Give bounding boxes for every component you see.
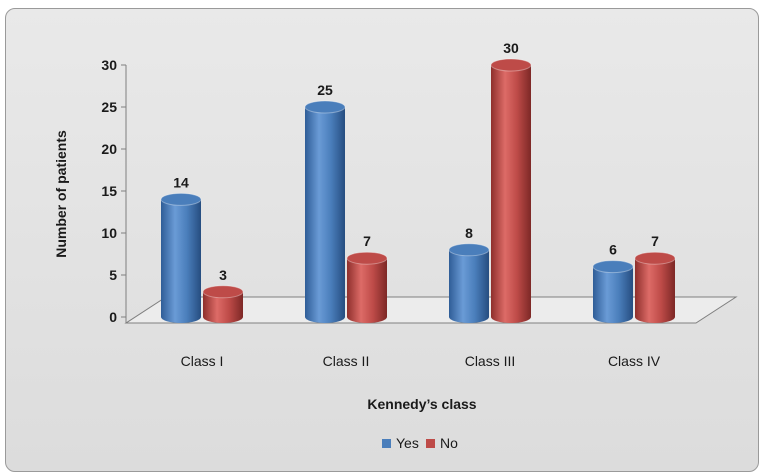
bars-group: 14 3 25 7 8 30 6 7 [160, 40, 676, 323]
bar-top [202, 285, 244, 299]
legend-swatch-yes [382, 439, 391, 448]
bar [346, 251, 388, 323]
bar [634, 251, 676, 323]
legend-label-yes: Yes [396, 435, 419, 451]
bar [202, 285, 244, 323]
legend-label-no: No [440, 435, 458, 451]
legend: Yes No [382, 435, 458, 451]
y-tick-label: 5 [109, 267, 117, 283]
bar-body [593, 266, 633, 323]
data-label: 14 [173, 174, 189, 190]
bar-chart: 0 5 10 15 20 25 30 14 3 25 7 8 30 6 7 Class I Class II… [53, 40, 738, 451]
y-tick-label: 20 [101, 141, 117, 157]
bar-top [634, 251, 676, 265]
bar [160, 192, 202, 323]
y-tick-label: 10 [101, 225, 117, 241]
bar-top [448, 243, 490, 257]
bar-top [346, 251, 388, 265]
bar-top [490, 58, 532, 72]
x-tick-label: Class II [323, 353, 370, 369]
x-tick-label: Class I [181, 353, 224, 369]
bar [448, 243, 490, 323]
bar-body [203, 291, 243, 323]
data-label: 3 [219, 267, 227, 283]
chart-floor [124, 296, 738, 324]
x-axis: Class I Class II Class III Class IV [181, 353, 661, 369]
bar [490, 58, 532, 323]
bar [592, 260, 634, 323]
bar-body [161, 199, 201, 323]
y-tick-label: 15 [101, 183, 117, 199]
data-label: 6 [609, 242, 617, 258]
y-tick-label: 0 [109, 309, 117, 325]
data-label: 7 [363, 233, 371, 249]
bar-body [305, 107, 345, 323]
x-tick-label: Class IV [608, 353, 661, 369]
bar-body [449, 249, 489, 323]
bar [304, 100, 346, 323]
y-tick-label: 30 [101, 57, 117, 73]
bar-body [347, 258, 387, 323]
data-label: 25 [317, 82, 333, 98]
legend-swatch-no [426, 439, 435, 448]
chart-frame: 0 5 10 15 20 25 30 14 3 25 7 8 30 6 7 Class I Class II… [5, 8, 759, 472]
y-axis: 0 5 10 15 20 25 30 [101, 57, 126, 325]
bar-body [635, 258, 675, 323]
y-tick-label: 25 [101, 99, 117, 115]
data-label: 8 [465, 225, 473, 241]
bar-top [160, 192, 202, 206]
bar-body [491, 65, 531, 323]
bar-top [304, 100, 346, 114]
x-axis-title: Kennedy’s class [367, 396, 476, 412]
data-label: 30 [503, 40, 519, 56]
y-axis-title: Number of patients [53, 130, 69, 258]
bar-top [592, 260, 634, 274]
x-tick-label: Class III [465, 353, 516, 369]
data-label: 7 [651, 233, 659, 249]
